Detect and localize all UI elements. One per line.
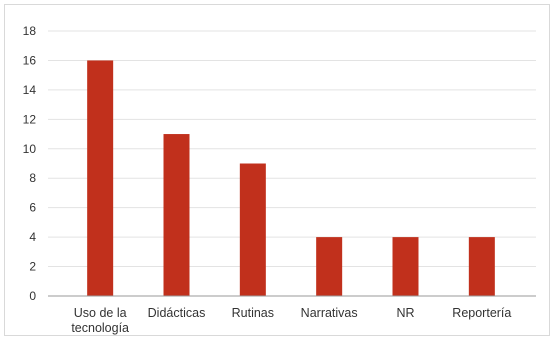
y-tick-label: 0 — [29, 289, 36, 303]
y-tick-label: 10 — [23, 142, 37, 156]
y-tick-label: 12 — [23, 112, 37, 126]
bar — [163, 134, 190, 296]
x-category-label: Reportería — [452, 306, 511, 320]
y-tick-label: 16 — [23, 53, 37, 67]
y-tick-label: 4 — [29, 230, 36, 244]
x-category-label: tecnología — [71, 321, 129, 335]
bar — [316, 237, 343, 296]
y-axis-ticks: 0 2 4 6 8 10 12 14 16 18 — [23, 24, 37, 303]
bar — [392, 237, 419, 296]
bar — [87, 60, 114, 296]
x-category-label: Uso de la — [74, 306, 127, 320]
y-tick-label: 8 — [29, 171, 36, 185]
x-category-label: NR — [396, 306, 414, 320]
gridlines — [48, 30, 536, 268]
bars — [87, 60, 495, 296]
y-tick-label: 2 — [29, 260, 36, 274]
bar — [468, 237, 495, 296]
x-category-label: Rutinas — [232, 306, 274, 320]
y-tick-label: 6 — [29, 201, 36, 215]
y-tick-label: 18 — [23, 24, 37, 38]
x-category-label: Didácticas — [148, 306, 206, 320]
bar — [239, 163, 266, 296]
y-tick-label: 14 — [23, 83, 37, 97]
x-category-label: Narrativas — [301, 306, 358, 320]
